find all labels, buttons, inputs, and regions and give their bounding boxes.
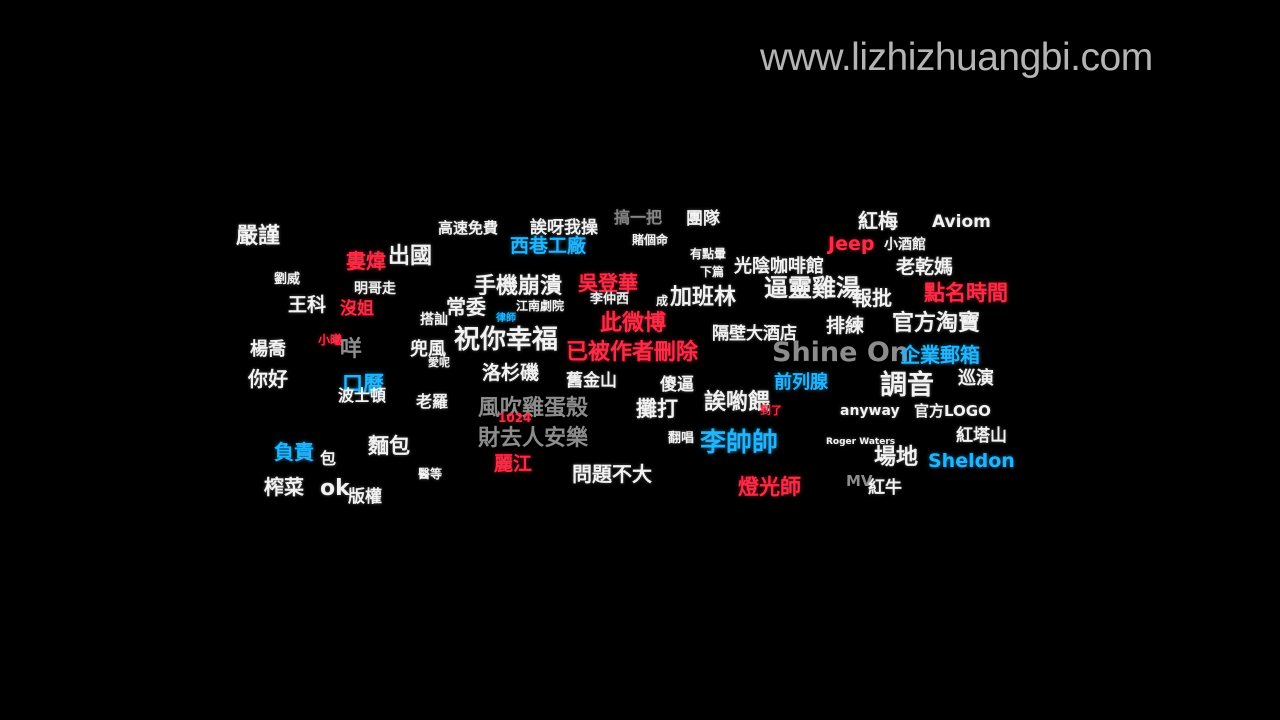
- cloud-word: 兜風: [410, 339, 446, 360]
- cloud-word: 榨菜: [264, 475, 304, 499]
- cloud-word: 誒喲餵: [704, 390, 771, 415]
- cloud-word: 嚴謹: [236, 224, 281, 249]
- cloud-word: 李帥帥: [700, 428, 779, 458]
- cloud-word: 已被作者刪除: [566, 340, 699, 365]
- cloud-word: 場地: [874, 445, 919, 470]
- cloud-word: 常委: [446, 295, 486, 319]
- cloud-word: 口曆: [342, 372, 384, 396]
- cloud-word: 小酒館: [884, 237, 926, 253]
- cloud-word: 律師: [496, 313, 516, 324]
- cloud-word: 明哥走: [354, 281, 396, 297]
- cloud-word: Sheldon: [928, 450, 1015, 472]
- cloud-word: ok: [320, 476, 350, 501]
- cloud-word: 隔壁大酒店: [712, 324, 797, 344]
- cloud-word: 老乾媽: [896, 256, 954, 278]
- cloud-word: 王科: [288, 294, 327, 316]
- cloud-word: 誒呀我操: [530, 218, 598, 238]
- cloud-word: 財去人安樂: [478, 426, 589, 451]
- cloud-word: 翻唱: [668, 431, 695, 446]
- cloud-word: 企業郵箱: [900, 343, 980, 367]
- cloud-word: 你好: [248, 367, 288, 391]
- cloud-word: 傻逼: [660, 375, 694, 395]
- cloud-word: 麗江: [494, 453, 533, 475]
- cloud-word: 老羅: [416, 392, 449, 411]
- cloud-word: 洛杉磯: [482, 362, 540, 384]
- cloud-word: 調音: [880, 370, 934, 401]
- cloud-word: 到了: [760, 404, 782, 417]
- cloud-word: 李仲西: [590, 292, 630, 307]
- cloud-word: anyway: [840, 403, 900, 419]
- cloud-word: 問題不大: [572, 462, 652, 486]
- cloud-word: 波士頓: [338, 386, 387, 405]
- cloud-word: Aviom: [932, 212, 991, 232]
- cloud-word: 賭個命: [632, 233, 669, 247]
- cloud-word: 沒姐: [340, 299, 374, 319]
- cloud-word: Jeep: [828, 233, 875, 255]
- cloud-word: 光陰咖啡館: [734, 256, 824, 277]
- cloud-word: 包: [320, 449, 337, 468]
- cloud-word: 官方淘寶: [892, 311, 981, 336]
- cloud-word: 吳登華: [578, 271, 638, 295]
- cloud-word: MV: [846, 472, 873, 490]
- cloud-word: 小曦: [318, 333, 343, 347]
- cloud-word: 燈光師: [738, 475, 801, 499]
- cloud-word: 出國: [388, 244, 433, 269]
- cloud-word: 有點暈: [690, 247, 727, 261]
- cloud-word: 點名時間: [924, 281, 1008, 305]
- watermark-url: www.lizhizhuangbi.com: [760, 36, 1153, 79]
- cloud-word: 報批: [852, 286, 892, 310]
- cloud-word: 高速免費: [438, 219, 499, 237]
- cloud-word: 手機崩潰: [474, 274, 563, 299]
- cloud-word: 醫等: [418, 467, 443, 481]
- cloud-word: 楊喬: [250, 339, 286, 360]
- cloud-word: 江南劇院: [516, 299, 565, 313]
- cloud-word: 加班林: [670, 285, 737, 310]
- cloud-word: 搭訕: [420, 312, 448, 328]
- cloud-word: 咩: [340, 337, 363, 362]
- cloud-word: 西巷工廠: [510, 235, 587, 257]
- cloud-word: 負責: [274, 440, 314, 464]
- cloud-word: 祝你幸福: [454, 325, 559, 355]
- cloud-word: 版權: [348, 487, 382, 507]
- cloud-word: 成: [656, 294, 669, 308]
- cloud-word: 1024: [498, 411, 532, 425]
- cloud-word: 下篇: [700, 265, 725, 279]
- cloud-word: 官方LOGO: [914, 402, 991, 420]
- cloud-word: 愛呢: [428, 356, 450, 369]
- cloud-word: 紅梅: [858, 209, 898, 233]
- cloud-word: 麵包: [368, 434, 410, 458]
- cloud-word: 舊金山: [566, 371, 617, 391]
- cloud-word: 巡演: [958, 368, 994, 389]
- cloud-word: Roger Waters: [826, 437, 896, 447]
- cloud-word: 紅塔山: [956, 426, 1007, 446]
- cloud-word: 團隊: [686, 209, 720, 229]
- cloud-word: 逼靈雞湯: [764, 274, 860, 302]
- cloud-word: 紅牛: [868, 478, 902, 498]
- cloud-word: 攤打: [636, 397, 678, 421]
- cloud-word: 此微博: [600, 311, 667, 336]
- cloud-word: 婁煒: [346, 249, 386, 273]
- cloud-word: 排練: [826, 315, 865, 337]
- cloud-word: 風吹雞蛋殼: [478, 396, 589, 421]
- cloud-word: 前列腺: [774, 372, 828, 393]
- cloud-word: 搞一把: [614, 208, 663, 227]
- cloud-word: 劉威: [274, 272, 301, 287]
- cloud-word: Shine On: [772, 337, 910, 368]
